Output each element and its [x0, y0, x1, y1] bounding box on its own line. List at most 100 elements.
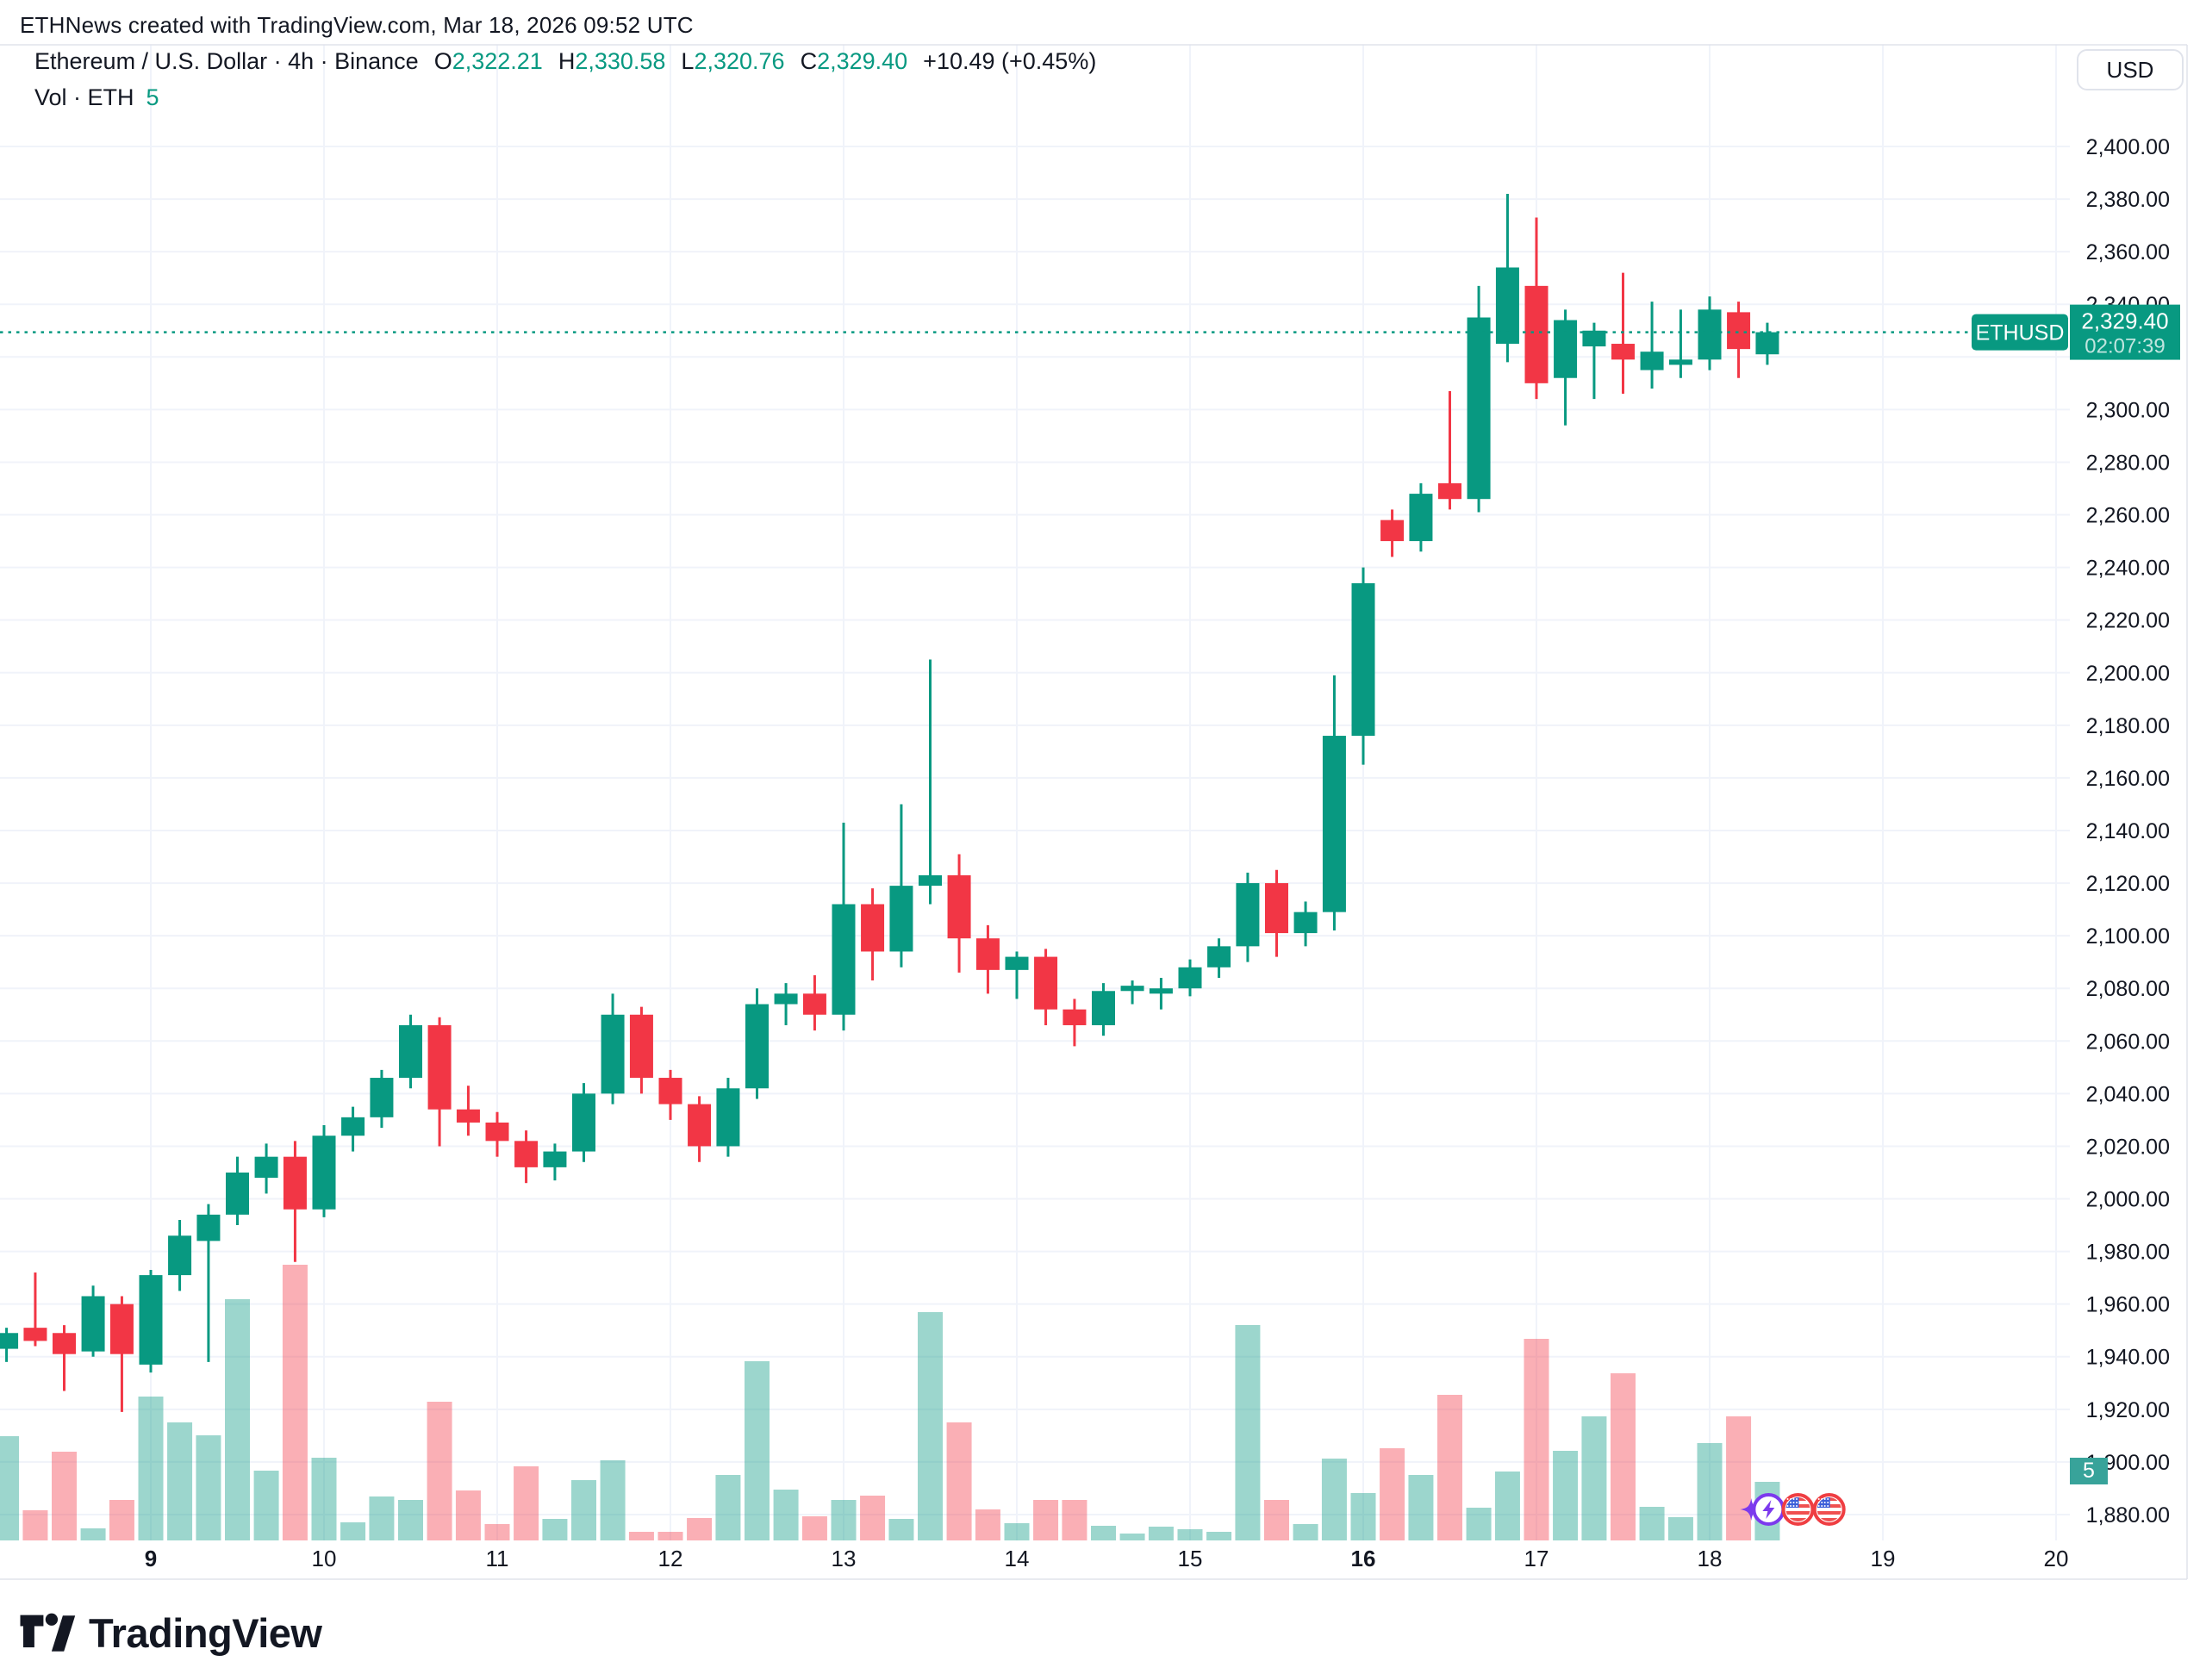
volume-bar: [860, 1496, 886, 1540]
candle-body: [341, 1117, 365, 1136]
candle-body: [485, 1122, 509, 1142]
event-markers[interactable]: [1740, 1493, 1846, 1526]
flag-star: [1790, 1505, 1792, 1507]
candle-body: [745, 1004, 769, 1089]
candle-body: [456, 1109, 480, 1123]
volume-bar: [715, 1475, 741, 1540]
price-tick-label: 2,060.00: [2086, 1030, 2170, 1054]
time-tick-label: 17: [1524, 1546, 1549, 1571]
candle-body: [1178, 967, 1202, 989]
volume-badge-bg: [2070, 1458, 2108, 1484]
volume-bar: [1408, 1475, 1434, 1540]
volume-bar: [1350, 1493, 1376, 1540]
volume-bar: [1380, 1448, 1405, 1540]
volume-bar: [1611, 1373, 1636, 1540]
flag-star: [1792, 1498, 1795, 1500]
tradingview-logo-icon: [20, 1613, 76, 1652]
volume-bar: [484, 1524, 510, 1540]
candle-body: [1582, 330, 1606, 347]
price-tick-label: 2,260.00: [2086, 504, 2170, 528]
price-badge-value: 2,329.40: [2081, 308, 2168, 334]
candle-body: [1149, 988, 1173, 994]
volume-bar: [1148, 1527, 1174, 1540]
price-tick-label: 2,080.00: [2086, 977, 2170, 1001]
volume-bar: [687, 1518, 713, 1540]
price-tick-label: 2,400.00: [2086, 135, 2170, 159]
candle-body: [832, 904, 856, 1015]
volume-bar: [455, 1490, 481, 1540]
volume-bar: [22, 1510, 48, 1540]
price-tick-label: 2,100.00: [2086, 924, 2170, 949]
flag-star: [1786, 1502, 1789, 1503]
volume-legend[interactable]: Vol · ETH 5: [34, 84, 159, 111]
volume-bar: [1119, 1534, 1145, 1540]
volume-bar: [1639, 1507, 1665, 1540]
price-tick-label: 2,380.00: [2086, 188, 2170, 212]
volume-bar: [773, 1490, 799, 1540]
volume-bar: [657, 1532, 683, 1540]
candle-body: [975, 938, 1000, 970]
candle-body: [283, 1156, 307, 1210]
volume-bar: [946, 1422, 972, 1540]
high-label: H: [558, 48, 576, 74]
price-tick-label: 2,240.00: [2086, 557, 2170, 581]
price-tick-label: 2,040.00: [2086, 1082, 2170, 1106]
volume-bar: [571, 1480, 596, 1540]
price-tick-label: 2,020.00: [2086, 1135, 2170, 1159]
candle-body: [1062, 1009, 1087, 1025]
volume-bar: [0, 1436, 20, 1540]
candle-body: [370, 1078, 394, 1117]
volume-bar: [52, 1452, 77, 1540]
volume-bar: [369, 1496, 395, 1540]
candle-body: [1380, 520, 1405, 542]
candle-body: [601, 1014, 625, 1094]
price-axis[interactable]: 2,400.002,380.002,360.002,340.002,300.00…: [2086, 135, 2170, 1528]
price-tick-label: 1,960.00: [2086, 1293, 2170, 1317]
high-value: 2,330.58: [575, 48, 666, 74]
currency-toggle-button[interactable]: USD: [2077, 49, 2184, 90]
close-label: C: [800, 48, 818, 74]
candle-body: [1293, 912, 1318, 934]
volume-bar: [975, 1509, 1000, 1540]
candle-body: [196, 1214, 221, 1241]
candle-body: [947, 874, 971, 939]
volume-bar: [1177, 1529, 1203, 1540]
time-tick-label: 13: [832, 1546, 857, 1571]
volume-bar: [398, 1500, 423, 1540]
flag-star: [1792, 1505, 1795, 1507]
candle-body: [399, 1024, 422, 1079]
volume-bar: [542, 1519, 568, 1540]
candle-body: [1351, 582, 1375, 737]
candle-body: [1554, 320, 1578, 378]
price-tick-label: 1,880.00: [2086, 1503, 2170, 1528]
volume-badge-value: 5: [2083, 1459, 2095, 1483]
price-tick-label: 2,140.00: [2086, 819, 2170, 843]
candle-body: [81, 1296, 105, 1352]
candle-body: [1467, 317, 1491, 500]
time-tick-label: 11: [486, 1546, 509, 1571]
volume-value: 5: [146, 84, 159, 110]
candle-body: [23, 1328, 47, 1341]
volume-bar: [1667, 1517, 1693, 1540]
flag-star: [1827, 1505, 1829, 1507]
volume-bar: [514, 1466, 539, 1540]
candle-body: [0, 1333, 19, 1349]
volume-bar: [225, 1299, 250, 1540]
candle-body: [802, 993, 826, 1015]
time-axis[interactable]: 9 10 11 12 13 14 15 16 17 18 19 20: [145, 1546, 2069, 1571]
sparkle-icon[interactable]: [1740, 1498, 1763, 1521]
candle-body: [1265, 883, 1288, 934]
candle-body: [254, 1156, 278, 1179]
candle-body: [774, 993, 798, 1005]
volume-bar: [1466, 1508, 1492, 1540]
candle-body: [1207, 946, 1231, 968]
tradingview-logo[interactable]: TradingView: [20, 1609, 322, 1657]
volume-bar: [427, 1402, 452, 1540]
symbol-badge-bg: [1972, 314, 2068, 351]
price-tick-label: 1,980.00: [2086, 1241, 2170, 1265]
open-label: O: [433, 48, 452, 74]
volume-bar: [801, 1516, 827, 1540]
